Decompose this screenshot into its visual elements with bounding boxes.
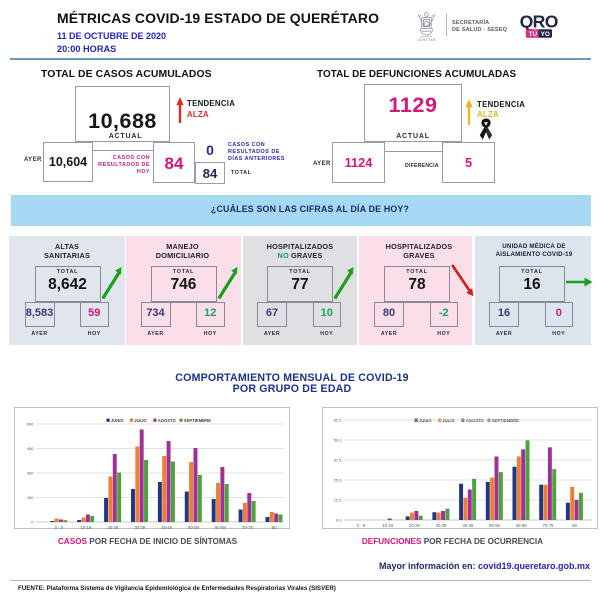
svg-text:60-69: 60-69	[516, 523, 527, 528]
svg-text:20-29: 20-29	[409, 523, 420, 528]
svg-text:JULIO: JULIO	[134, 418, 147, 423]
svg-text:50-59: 50-59	[489, 523, 500, 528]
svg-text:50.0: 50.0	[334, 437, 343, 442]
svg-text:0.0: 0.0	[336, 517, 342, 522]
svg-text:QUERÉTARO: QUERÉTARO	[417, 37, 436, 42]
svg-text:80: 80	[272, 525, 277, 530]
svg-text:10-19: 10-19	[382, 523, 393, 528]
svg-text:20-29: 20-29	[107, 525, 118, 530]
svg-text:AGOSTO: AGOSTO	[158, 418, 177, 423]
svg-text:80: 80	[572, 523, 577, 528]
svg-text:30-39: 30-39	[134, 525, 145, 530]
svg-text:70-79: 70-79	[543, 523, 554, 528]
svg-text:0 - 9: 0 - 9	[55, 525, 64, 530]
svg-text:TÚ: TÚ	[529, 29, 538, 38]
svg-text:150: 150	[27, 495, 34, 500]
svg-text:450: 450	[27, 446, 34, 451]
svg-text:50-59: 50-59	[188, 525, 199, 530]
svg-text:62.5: 62.5	[334, 417, 343, 422]
svg-text:70-79: 70-79	[242, 525, 253, 530]
svg-text:40-49: 40-49	[161, 525, 172, 530]
svg-text:600: 600	[27, 421, 34, 426]
svg-text:0 - 9: 0 - 9	[357, 523, 366, 528]
svg-text:QRO: QRO	[520, 12, 558, 32]
svg-text:40-49: 40-49	[462, 523, 473, 528]
svg-text:37.5: 37.5	[334, 457, 343, 462]
svg-text:YO: YO	[541, 31, 550, 38]
svg-text:0: 0	[31, 519, 34, 524]
svg-text:300: 300	[27, 470, 34, 475]
svg-text:25.0: 25.0	[334, 477, 343, 482]
svg-text:SEPTIEMBRE: SEPTIEMBRE	[184, 418, 211, 423]
svg-text:12.5: 12.5	[334, 497, 343, 502]
svg-text:60-69: 60-69	[215, 525, 226, 530]
svg-text:30-39: 30-39	[436, 523, 447, 528]
svg-text:JUNIO: JUNIO	[111, 418, 125, 423]
svg-text:10-19: 10-19	[81, 525, 92, 530]
